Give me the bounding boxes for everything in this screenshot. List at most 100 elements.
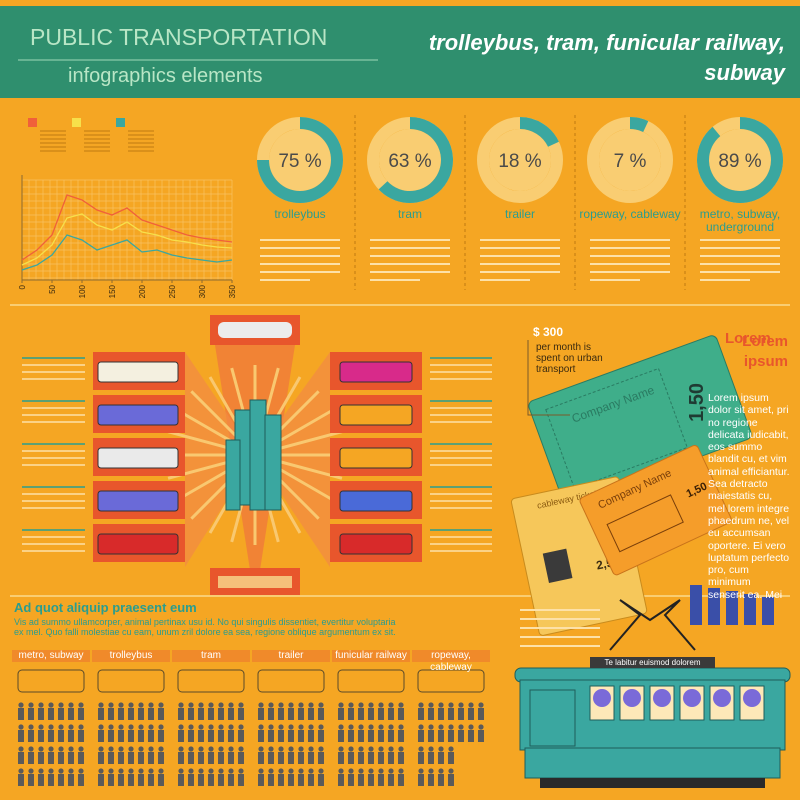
x-tick-label: 300 <box>198 284 207 298</box>
person-body <box>438 730 444 742</box>
person-body <box>28 708 34 720</box>
person-head <box>308 746 314 752</box>
person-body <box>218 752 224 764</box>
person-body <box>418 752 424 764</box>
person-head <box>338 768 344 774</box>
person-body <box>448 774 454 786</box>
person-body <box>288 708 294 720</box>
person-body <box>48 730 54 742</box>
person-body <box>78 708 84 720</box>
vehicle-outline <box>17 669 85 693</box>
person-body <box>148 774 154 786</box>
person-body <box>258 752 264 764</box>
person-head <box>278 724 284 730</box>
person-body <box>268 708 274 720</box>
person-body <box>58 708 64 720</box>
person-body <box>98 752 104 764</box>
person-body <box>388 708 394 720</box>
cabin-icon <box>542 548 573 583</box>
person-body <box>68 774 74 786</box>
bottom-category: trolleybus <box>109 650 153 661</box>
pie-decor <box>623 689 641 707</box>
person-head <box>238 746 244 752</box>
person-body <box>38 752 44 764</box>
person-head <box>218 724 224 730</box>
person-body <box>278 708 284 720</box>
person-head <box>428 746 434 752</box>
person-head <box>438 768 444 774</box>
person-body <box>48 708 54 720</box>
person-body <box>298 752 304 764</box>
person-head <box>418 768 424 774</box>
bar-decor <box>690 585 702 625</box>
building <box>264 414 282 511</box>
person-body <box>428 774 434 786</box>
person-body <box>318 708 324 720</box>
person-body <box>108 774 114 786</box>
person-head <box>378 702 384 708</box>
person-body <box>458 730 464 742</box>
person-head <box>388 724 394 730</box>
tram-base <box>524 747 781 779</box>
person-body <box>18 774 24 786</box>
donut-inner <box>489 129 551 191</box>
person-body <box>348 708 354 720</box>
person-body <box>98 774 104 786</box>
person-body <box>238 730 244 742</box>
x-tick-label: 150 <box>108 284 117 298</box>
person-body <box>448 752 454 764</box>
ticket-body <box>579 444 732 576</box>
person-head <box>458 724 464 730</box>
person-head <box>348 724 354 730</box>
person-body <box>128 774 134 786</box>
person-head <box>198 768 204 774</box>
person-head <box>118 702 124 708</box>
person-body <box>318 752 324 764</box>
person-body <box>118 708 124 720</box>
person-body <box>48 774 54 786</box>
person-head <box>138 768 144 774</box>
person-head <box>268 768 274 774</box>
person-head <box>478 724 484 730</box>
donut-inner <box>709 129 771 191</box>
green-ticket: Company Name 1,50 <box>528 335 752 505</box>
pie-decor <box>743 689 761 707</box>
person-head <box>388 746 394 752</box>
person-head <box>398 768 404 774</box>
person-body <box>468 730 474 742</box>
person-body <box>418 774 424 786</box>
person-body <box>268 730 274 742</box>
x-tick-label: 100 <box>78 284 87 298</box>
person-body <box>158 730 164 742</box>
person-head <box>228 702 234 708</box>
person-body <box>78 730 84 742</box>
person-head <box>158 702 164 708</box>
person-head <box>348 768 354 774</box>
person-head <box>28 768 34 774</box>
header-stripe <box>0 0 800 6</box>
bottom-category: metro, subway <box>18 650 84 661</box>
person-body <box>38 774 44 786</box>
person-body <box>188 708 194 720</box>
person-head <box>58 702 64 708</box>
person-body <box>368 730 374 742</box>
donut-inner <box>269 129 331 191</box>
category-band <box>12 650 90 662</box>
person-head <box>368 768 374 774</box>
bar-decor <box>708 588 720 625</box>
person-head <box>98 702 104 708</box>
person-head <box>188 768 194 774</box>
person-head <box>138 702 144 708</box>
person-body <box>258 774 264 786</box>
tram-icon <box>218 576 292 588</box>
person-head <box>368 702 374 708</box>
person-body <box>218 708 224 720</box>
person-body <box>238 708 244 720</box>
person-body <box>138 730 144 742</box>
donut-value: 63 % <box>388 151 431 172</box>
donut-value: 7 % <box>614 151 647 172</box>
person-head <box>308 702 314 708</box>
person-body <box>228 774 234 786</box>
transport-diagram <box>22 315 492 595</box>
person-head <box>178 768 184 774</box>
